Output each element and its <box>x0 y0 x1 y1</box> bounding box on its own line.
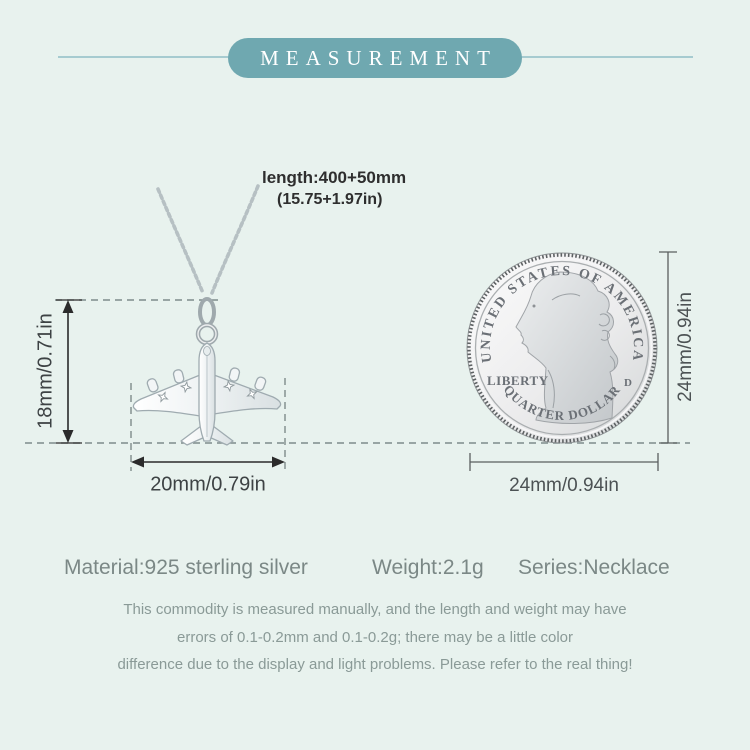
dashed-guide-lines <box>25 299 690 471</box>
airplane-engines <box>146 367 267 393</box>
coin-width-dimension <box>469 453 659 471</box>
arrowhead-down <box>62 430 74 443</box>
pendant-bail <box>195 297 219 346</box>
series-spec: Series:Necklace <box>518 556 670 579</box>
sparkle-icons <box>157 379 258 403</box>
coin-mint-mark: D <box>624 377 632 389</box>
airplane-pendant <box>132 342 282 446</box>
disclaimer-line-2: errors of 0.1-0.2mm and 0.1-0.2g; there … <box>176 628 574 646</box>
material-spec: Material:925 sterling silver <box>64 556 308 579</box>
necklace-chain <box>156 184 260 295</box>
airplane-wings <box>132 374 282 417</box>
pendant-width-dimension <box>131 456 285 468</box>
weight-spec: Weight:2.1g <box>372 556 484 579</box>
quarter-coin: UNITED STATES OF AMERICA QUARTER DOLLAR … <box>466 252 658 444</box>
pendant-width-label: 20mm/0.79in <box>150 473 266 496</box>
coin-width-label: 24mm/0.94in <box>509 475 619 496</box>
arrowhead-left <box>131 456 144 468</box>
disclaimer-line-3: difference due to the display and light … <box>117 656 633 673</box>
banner-ribbon: MEASUREMENT <box>228 38 522 78</box>
disclaimer-text: This commodity is measured manually, and… <box>0 596 750 679</box>
disclaimer-line-1: This commodity is measured manually, and… <box>123 601 627 618</box>
arrowhead-up <box>62 300 74 313</box>
arrowhead-right <box>272 456 285 468</box>
coin-height-label: 24mm/0.94in <box>675 292 696 402</box>
coin-reeded-edge <box>467 253 657 443</box>
chain-length-label: length:400+50mm <box>262 168 407 187</box>
page-title: MEASUREMENT <box>260 45 497 70</box>
coin-height-dimension <box>659 251 677 444</box>
pendant-height-label: 18mm/0.71in <box>34 313 57 429</box>
coin-liberty-text: LIBERTY <box>487 373 549 388</box>
pendant-height-dimension <box>56 299 82 444</box>
chain-length-inches-label: (15.75+1.97in) <box>277 191 383 208</box>
washington-bust <box>515 271 619 425</box>
